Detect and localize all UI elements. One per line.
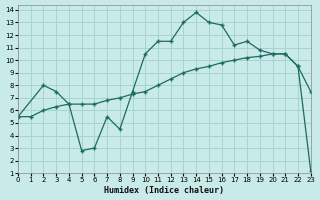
X-axis label: Humidex (Indice chaleur): Humidex (Indice chaleur) (104, 186, 224, 195)
